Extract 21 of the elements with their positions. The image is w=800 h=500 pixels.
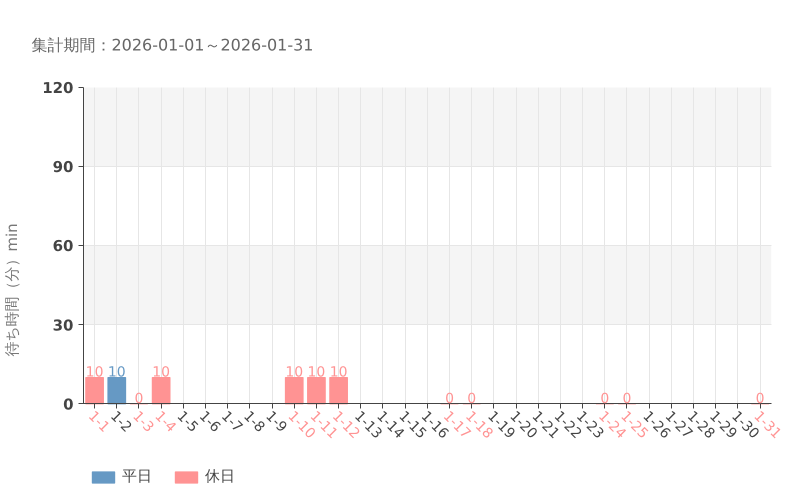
- chart-title: 集計期間：2026-01-01～2026-01-31: [32, 36, 314, 54]
- legend-label: 平日: [122, 467, 152, 486]
- data-label: 10: [330, 364, 348, 381]
- data-label: 10: [285, 364, 304, 381]
- data-label: 0: [445, 390, 454, 407]
- y-tick-label: 0: [63, 395, 74, 414]
- data-label: 0: [467, 390, 476, 407]
- y-axis-title: 待ち時間（分）min: [3, 223, 22, 357]
- legend-label: 休日: [205, 467, 235, 486]
- y-tick-label: 30: [52, 316, 74, 334]
- data-label: 0: [600, 390, 610, 407]
- data-label: 10: [86, 364, 104, 381]
- data-label: 0: [134, 390, 144, 407]
- y-tick-label: 60: [52, 237, 74, 256]
- data-label: 0: [622, 390, 632, 407]
- data-label: 0: [756, 390, 765, 407]
- data-label: 10: [308, 364, 326, 381]
- y-tick-label: 120: [42, 79, 74, 97]
- y-tick-label: 90: [52, 158, 74, 176]
- data-label: 10: [152, 364, 170, 381]
- data-label: 10: [108, 364, 126, 381]
